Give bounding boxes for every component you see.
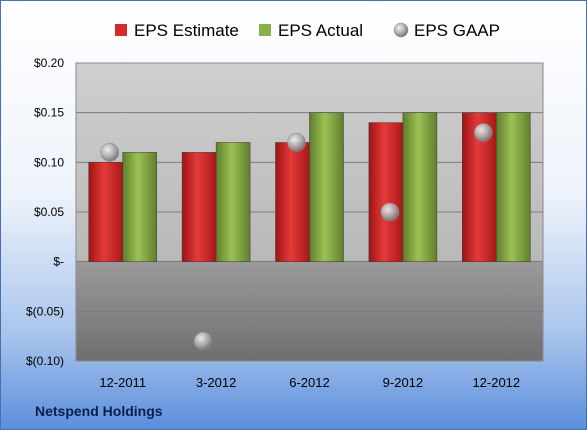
- bar-eps-estimate: [275, 142, 310, 262]
- point-eps-gaap: [473, 123, 493, 142]
- point-eps-gaap: [193, 331, 213, 351]
- x-axis-ticks: 12-2011 3-2012 6-2012 9-2012 12-2012: [99, 375, 520, 390]
- bar-eps-estimate: [88, 162, 123, 262]
- y-tick-label: $(0.10): [26, 354, 64, 368]
- legend-label-eps-actual: EPS Actual: [278, 21, 363, 40]
- y-tick-label: $0.10: [34, 155, 64, 169]
- x-tick-label: 6-2012: [289, 375, 329, 390]
- y-tick-label: $0.15: [34, 106, 64, 120]
- gaap-points: [100, 123, 493, 351]
- legend: EPS Estimate EPS Actual EPS GAAP: [115, 21, 500, 40]
- y-tick-label: $0.20: [34, 56, 64, 70]
- y-tick-label: $-: [53, 255, 64, 269]
- x-tick-label: 12-2012: [472, 375, 520, 390]
- bar-eps-actual: [122, 152, 157, 262]
- point-eps-gaap: [100, 143, 119, 162]
- x-tick-label: 12-2011: [99, 375, 146, 390]
- legend-label-eps-estimate: EPS Estimate: [134, 21, 239, 40]
- bar-eps-actual: [496, 112, 531, 262]
- company-name: Netspend Holdings: [35, 403, 163, 419]
- legend-swatch-eps-estimate: [115, 24, 127, 36]
- bars: [88, 112, 531, 262]
- point-eps-gaap: [380, 202, 400, 222]
- point-eps-gaap: [287, 133, 306, 152]
- x-tick-label: 9-2012: [383, 375, 423, 390]
- legend-swatch-eps-gaap: [393, 22, 409, 38]
- y-tick-label: $0.05: [34, 205, 64, 219]
- bar-eps-actual: [215, 142, 251, 262]
- legend-label-eps-gaap: EPS GAAP: [414, 21, 500, 40]
- legend-swatch-eps-actual: [259, 24, 271, 36]
- y-axis-ticks: $0.20 $0.15 $0.10 $0.05 $- $(0.05) $(0.10): [26, 56, 64, 368]
- bar-eps-estimate: [181, 152, 217, 262]
- y-tick-label: $(0.05): [26, 304, 64, 318]
- bar-eps-estimate: [368, 122, 404, 262]
- x-tick-label: 3-2012: [196, 375, 236, 390]
- bar-eps-actual: [402, 112, 438, 262]
- bar-eps-actual: [309, 112, 344, 262]
